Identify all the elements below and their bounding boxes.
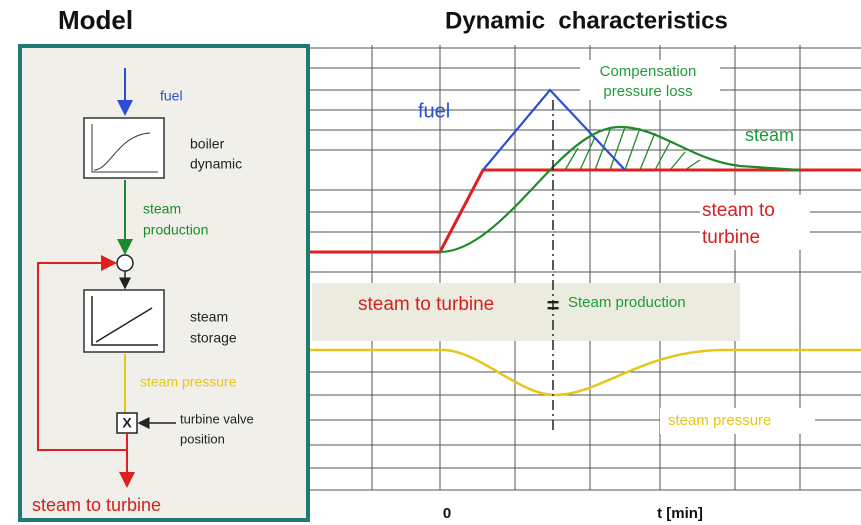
feedback-arrow bbox=[37, 255, 127, 451]
pressure-label: steam pressure bbox=[668, 412, 771, 429]
fuel-curve bbox=[482, 88, 626, 171]
label-bg bbox=[700, 195, 810, 250]
compensation-label: pressure loss bbox=[603, 83, 692, 100]
valve-label: turbine valve bbox=[180, 411, 254, 426]
grid-lines bbox=[310, 45, 861, 491]
x-label: t [min] bbox=[657, 505, 703, 522]
balance-band bbox=[312, 283, 740, 341]
label-bg bbox=[580, 60, 720, 100]
label-bg bbox=[660, 408, 815, 434]
storage-block bbox=[83, 289, 165, 353]
fuel-label: fuel bbox=[418, 100, 450, 122]
steam-curve bbox=[439, 125, 801, 254]
boiler-label: boiler bbox=[190, 136, 225, 152]
model-panel bbox=[18, 44, 310, 522]
dynamics-title: Dynamic characteristics bbox=[445, 7, 728, 34]
production-label: production bbox=[143, 222, 208, 238]
x-origin: 0 bbox=[443, 505, 451, 522]
balance-sign: = bbox=[547, 293, 560, 318]
boiler-block bbox=[83, 117, 165, 179]
balance-right: Steam production bbox=[568, 294, 686, 311]
storage-label: steam bbox=[190, 309, 228, 325]
hatch bbox=[564, 126, 701, 171]
steam-to-turbine-curve bbox=[310, 168, 861, 254]
steam-to-turbine-label: steam to bbox=[702, 200, 775, 221]
output-label: steam to turbine bbox=[32, 495, 161, 515]
production-label: steam bbox=[143, 201, 181, 217]
compensation-label: Compensation bbox=[600, 63, 697, 80]
steam-to-turbine-label: turbine bbox=[702, 227, 760, 248]
storage-icon bbox=[91, 296, 158, 346]
steam-label: steam bbox=[745, 125, 794, 145]
boiler-label: dynamic bbox=[190, 156, 242, 172]
valve-label: position bbox=[180, 431, 225, 446]
chart-grid bbox=[310, 45, 861, 491]
boiler-icon bbox=[91, 124, 158, 173]
summing-node bbox=[116, 254, 134, 272]
valve-symbol: X bbox=[122, 415, 132, 431]
storage-label: storage bbox=[190, 330, 237, 346]
balance-left: steam to turbine bbox=[358, 294, 494, 315]
fuel-label: fuel bbox=[160, 88, 183, 104]
pressure-curve bbox=[310, 348, 861, 397]
model-title: Model bbox=[58, 5, 133, 35]
pressure-label: steam pressure bbox=[140, 374, 237, 390]
